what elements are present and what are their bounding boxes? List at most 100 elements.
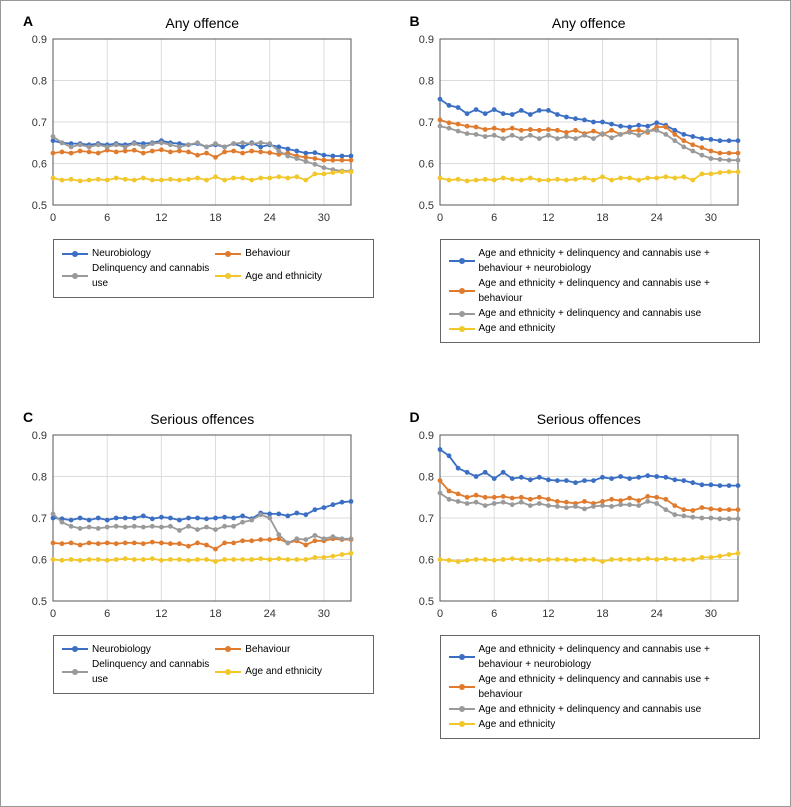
panel-grid: A Any offence 0.50.60.70.80.90612182430 …: [9, 13, 782, 794]
legend-label: Age and ethnicity: [479, 717, 556, 732]
legend-item: Age and ethnicity: [215, 261, 364, 291]
panel-C: C Serious offences 0.50.60.70.80.9061218…: [9, 409, 396, 795]
chart-title: Serious offences: [396, 411, 783, 427]
legend-label: Behaviour: [245, 246, 290, 261]
panel-A: A Any offence 0.50.60.70.80.90612182430 …: [9, 13, 396, 399]
svg-text:0.8: 0.8: [418, 471, 433, 483]
legend-label: Age and ethnicity + delinquency and cann…: [479, 306, 702, 321]
svg-text:30: 30: [318, 212, 330, 224]
svg-text:0.7: 0.7: [418, 513, 433, 525]
svg-text:0.6: 0.6: [32, 554, 47, 566]
svg-text:0.5: 0.5: [32, 596, 47, 608]
svg-text:24: 24: [264, 608, 276, 620]
svg-text:12: 12: [542, 212, 554, 224]
svg-text:24: 24: [650, 212, 662, 224]
svg-text:6: 6: [104, 212, 110, 224]
svg-text:18: 18: [596, 608, 608, 620]
legend-label: Age and ethnicity + delinquency and cann…: [479, 246, 752, 276]
svg-text:18: 18: [209, 212, 221, 224]
svg-text:0: 0: [50, 608, 56, 620]
svg-text:30: 30: [704, 608, 716, 620]
legend-item: Age and ethnicity: [449, 717, 752, 732]
legend-label: Age and ethnicity: [245, 269, 322, 284]
svg-text:0.7: 0.7: [418, 117, 433, 129]
svg-text:0: 0: [436, 608, 442, 620]
legend-swatch-icon: [62, 667, 88, 677]
svg-text:6: 6: [491, 212, 497, 224]
legend-item: Behaviour: [215, 246, 364, 261]
svg-text:0: 0: [50, 212, 56, 224]
panel-letter: C: [23, 409, 33, 425]
svg-text:0.8: 0.8: [32, 76, 47, 88]
chart: 0.50.60.70.80.90612182430: [9, 429, 396, 629]
legend-item: Neurobiology: [62, 246, 211, 261]
legend-swatch-icon: [62, 249, 88, 259]
svg-text:0.7: 0.7: [32, 117, 47, 129]
panel-B: B Any offence 0.50.60.70.80.90612182430 …: [396, 13, 783, 399]
legend-swatch-icon: [449, 652, 475, 662]
chart-title: Any offence: [9, 15, 396, 31]
svg-text:0.7: 0.7: [32, 513, 47, 525]
panel-letter: B: [410, 13, 420, 29]
legend-item: Age and ethnicity: [449, 321, 752, 336]
svg-text:18: 18: [596, 212, 608, 224]
svg-text:0.5: 0.5: [418, 596, 433, 608]
chart-title: Serious offences: [9, 411, 396, 427]
legend-swatch-icon: [215, 271, 241, 281]
legend-item: Delinquency and cannabis use: [62, 261, 211, 291]
svg-text:24: 24: [264, 212, 276, 224]
legend: Age and ethnicity + delinquency and cann…: [440, 239, 761, 343]
legend-swatch-icon: [215, 249, 241, 259]
svg-text:0.6: 0.6: [418, 159, 433, 171]
legend-item: Neurobiology: [62, 642, 211, 657]
panel-D: D Serious offences 0.50.60.70.80.9061218…: [396, 409, 783, 795]
legend-label: Neurobiology: [92, 246, 151, 261]
svg-text:0.9: 0.9: [418, 34, 433, 46]
legend-swatch-icon: [62, 271, 88, 281]
chart: 0.5 0.6 0.7 0.8 0.9 0 6 12 18 24 30: [396, 33, 783, 233]
legend-item: Age and ethnicity + delinquency and cann…: [449, 246, 752, 276]
svg-text:18: 18: [209, 608, 221, 620]
legend-item: Age and ethnicity + delinquency and cann…: [449, 276, 752, 306]
legend-swatch-icon: [215, 667, 241, 677]
legend-label: Age and ethnicity + delinquency and cann…: [479, 642, 752, 672]
chart: 0.50.60.70.80.90612182430: [396, 429, 783, 629]
legend: Neurobiology Behaviour Delinquency and c…: [53, 635, 374, 694]
legend-swatch-icon: [449, 704, 475, 714]
svg-text:0.6: 0.6: [32, 159, 47, 171]
svg-text:0.8: 0.8: [32, 471, 47, 483]
svg-text:0.9: 0.9: [418, 430, 433, 442]
legend-swatch-icon: [449, 682, 475, 692]
legend-swatch-icon: [449, 324, 475, 334]
panel-letter: D: [410, 409, 420, 425]
chart-title: Any offence: [396, 15, 783, 31]
svg-text:0.5: 0.5: [32, 200, 47, 212]
svg-text:0.9: 0.9: [32, 34, 47, 46]
legend: Neurobiology Behaviour Delinquency and c…: [53, 239, 374, 298]
legend: Age and ethnicity + delinquency and cann…: [440, 635, 761, 739]
legend-swatch-icon: [215, 644, 241, 654]
svg-text:6: 6: [104, 608, 110, 620]
svg-text:0: 0: [436, 212, 442, 224]
svg-text:0.8: 0.8: [418, 76, 433, 88]
svg-text:0.5: 0.5: [418, 200, 433, 212]
svg-text:30: 30: [318, 608, 330, 620]
svg-text:24: 24: [650, 608, 662, 620]
legend-item: Age and ethnicity + delinquency and cann…: [449, 702, 752, 717]
legend-item: Behaviour: [215, 642, 364, 657]
svg-text:0.9: 0.9: [32, 430, 47, 442]
svg-text:6: 6: [491, 608, 497, 620]
svg-text:0.6: 0.6: [418, 554, 433, 566]
legend-swatch-icon: [449, 256, 475, 266]
legend-label: Delinquency and cannabis use: [92, 657, 211, 687]
legend-item: Delinquency and cannabis use: [62, 657, 211, 687]
legend-label: Age and ethnicity: [479, 321, 556, 336]
legend-swatch-icon: [62, 644, 88, 654]
legend-swatch-icon: [449, 309, 475, 319]
legend-item: Age and ethnicity: [215, 657, 364, 687]
legend-label: Age and ethnicity + delinquency and cann…: [479, 702, 702, 717]
legend-label: Age and ethnicity: [245, 664, 322, 679]
svg-text:30: 30: [704, 212, 716, 224]
legend-label: Neurobiology: [92, 642, 151, 657]
legend-label: Behaviour: [245, 642, 290, 657]
